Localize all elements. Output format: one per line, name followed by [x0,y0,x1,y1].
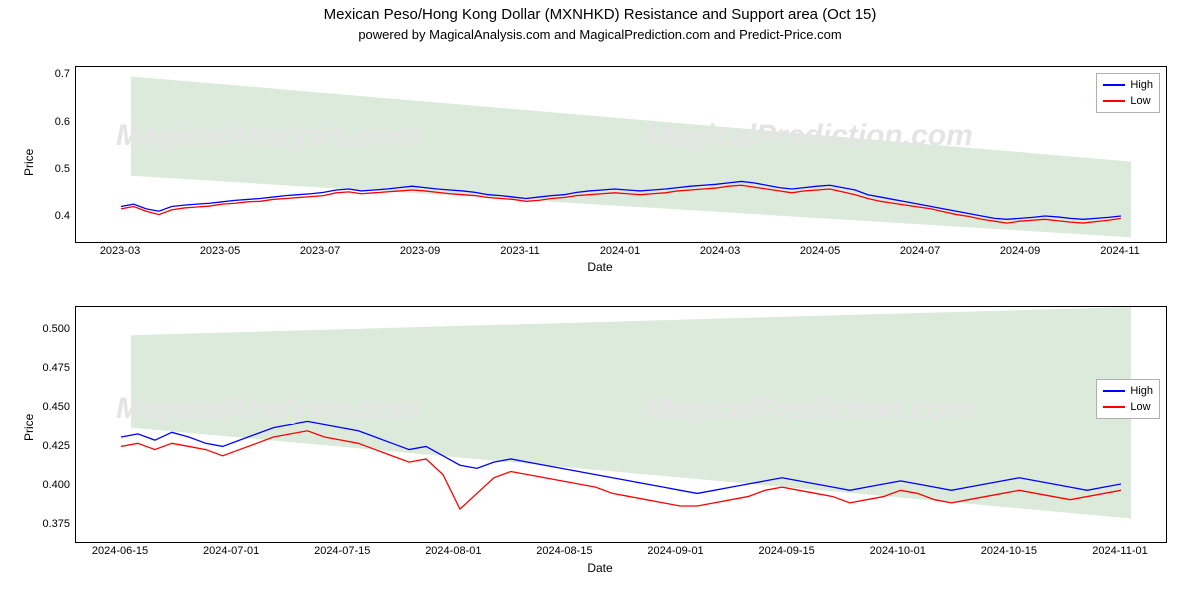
xtick-label: 2024-09-15 [747,545,827,557]
bottom-chart-panel: MagicalAnalysis.com MagicalPrediction.co… [75,306,1167,543]
xtick-label: 2024-03 [680,245,760,257]
ytick-label: 0.5 [30,163,70,175]
chart-subtitle: powered by MagicalAnalysis.com and Magic… [0,27,1200,42]
xtick-label: 2024-06-15 [80,545,160,557]
bottom-xlabel: Date [560,561,640,575]
xtick-label: 2023-03 [80,245,160,257]
xtick-label: 2024-07-01 [191,545,271,557]
ytick-label: 0.425 [30,440,70,452]
ytick-label: 0.475 [30,362,70,374]
xtick-label: 2024-07-15 [302,545,382,557]
legend-item-high: High [1103,77,1153,93]
ytick-label: 0.7 [30,68,70,80]
xtick-label: 2023-05 [180,245,260,257]
top-xlabel: Date [560,260,640,274]
xtick-label: 2024-01 [580,245,660,257]
legend-swatch-low [1103,100,1125,102]
ytick-label: 0.400 [30,479,70,491]
ytick-label: 0.4 [30,210,70,222]
xtick-label: 2024-11-01 [1080,545,1160,557]
ytick-label: 0.500 [30,323,70,335]
chart-legend: High Low [1096,379,1160,419]
legend-label-high: High [1130,385,1153,397]
ytick-label: 0.450 [30,401,70,413]
legend-swatch-low [1103,406,1125,408]
xtick-label: 2023-09 [380,245,460,257]
bottom-ylabel: Price [22,414,36,441]
legend-label-low: Low [1130,95,1150,107]
xtick-label: 2024-08-15 [524,545,604,557]
xtick-label: 2024-08-01 [413,545,493,557]
xtick-label: 2023-07 [280,245,360,257]
legend-item-low: Low [1103,399,1153,415]
xtick-label: 2024-09-01 [636,545,716,557]
chart-legend: High Low [1096,73,1160,113]
legend-item-high: High [1103,383,1153,399]
legend-label-low: Low [1130,401,1150,413]
chart-title: Mexican Peso/Hong Kong Dollar (MXNHKD) R… [0,6,1200,23]
xtick-label: 2023-11 [480,245,560,257]
xtick-label: 2024-09 [980,245,1060,257]
legend-item-low: Low [1103,93,1153,109]
top-chart-panel: MagicalAnalysis.com MagicalPrediction.co… [75,66,1167,243]
xtick-label: 2024-05 [780,245,860,257]
ytick-label: 0.6 [30,116,70,128]
xtick-label: 2024-07 [880,245,960,257]
xtick-label: 2024-11 [1080,245,1160,257]
xtick-label: 2024-10-15 [969,545,1049,557]
ytick-label: 0.375 [30,518,70,530]
legend-swatch-high [1103,84,1125,86]
legend-label-high: High [1130,79,1153,91]
xtick-label: 2024-10-01 [858,545,938,557]
legend-swatch-high [1103,390,1125,392]
